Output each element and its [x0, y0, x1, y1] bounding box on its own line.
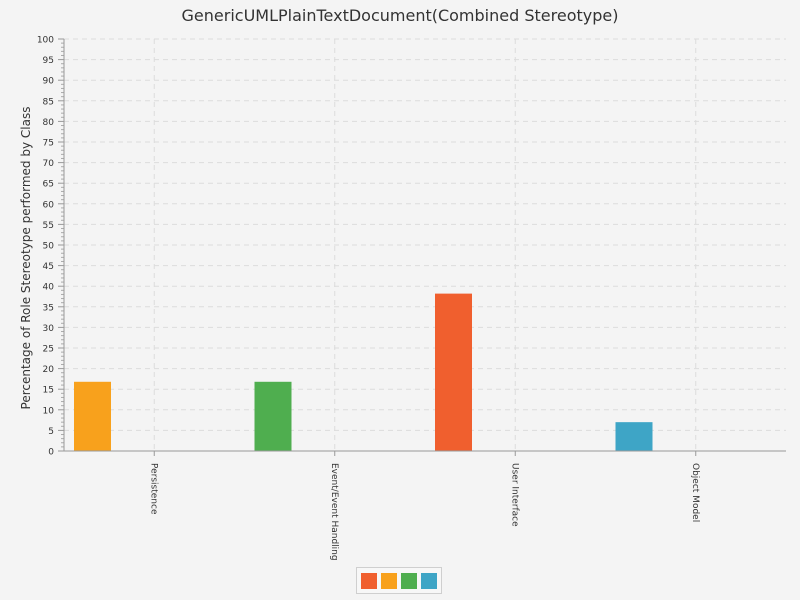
legend-swatch [381, 572, 397, 589]
x-tick-label: Persistence [148, 463, 158, 515]
bar-object-model [615, 422, 653, 451]
y-tick-label: 10 [43, 406, 55, 416]
x-tick-label: Object Model [690, 463, 700, 522]
y-tick-label: 95 [43, 56, 54, 66]
bar-persistence [74, 381, 111, 451]
x-tick-label: Event/Event Handling [329, 463, 339, 561]
y-tick-label: 70 [43, 159, 55, 169]
y-tick-label: 90 [43, 77, 55, 87]
chart-legend [356, 567, 442, 594]
legend-swatch [361, 572, 377, 589]
legend-swatch [401, 572, 417, 589]
y-tick-label: 55 [43, 221, 54, 231]
y-tick-label: 65 [43, 180, 54, 190]
x-tick-label: User Interface [509, 463, 519, 527]
y-tick-label: 0 [48, 448, 54, 458]
y-tick-label: 100 [37, 36, 54, 46]
y-tick-label: 30 [43, 324, 55, 334]
y-tick-label: 45 [43, 262, 54, 272]
y-tick-label: 60 [43, 200, 55, 210]
y-tick-label: 75 [43, 139, 54, 149]
chart-title: GenericUMLPlainTextDocument(Combined Ste… [181, 6, 619, 25]
y-tick-label: 25 [43, 345, 54, 355]
legend-swatch [421, 572, 437, 589]
y-tick-label: 5 [48, 427, 54, 437]
bar-event-event-handling [254, 381, 292, 451]
y-tick-label: 40 [43, 283, 55, 293]
y-tick-label: 20 [43, 365, 55, 375]
y-tick-label: 80 [43, 118, 55, 128]
y-tick-label: 35 [43, 303, 54, 313]
y-tick-label: 15 [43, 386, 54, 396]
y-tick-label: 85 [43, 97, 54, 107]
y-tick-label: 50 [43, 242, 55, 252]
bar-user-interface [435, 293, 472, 451]
